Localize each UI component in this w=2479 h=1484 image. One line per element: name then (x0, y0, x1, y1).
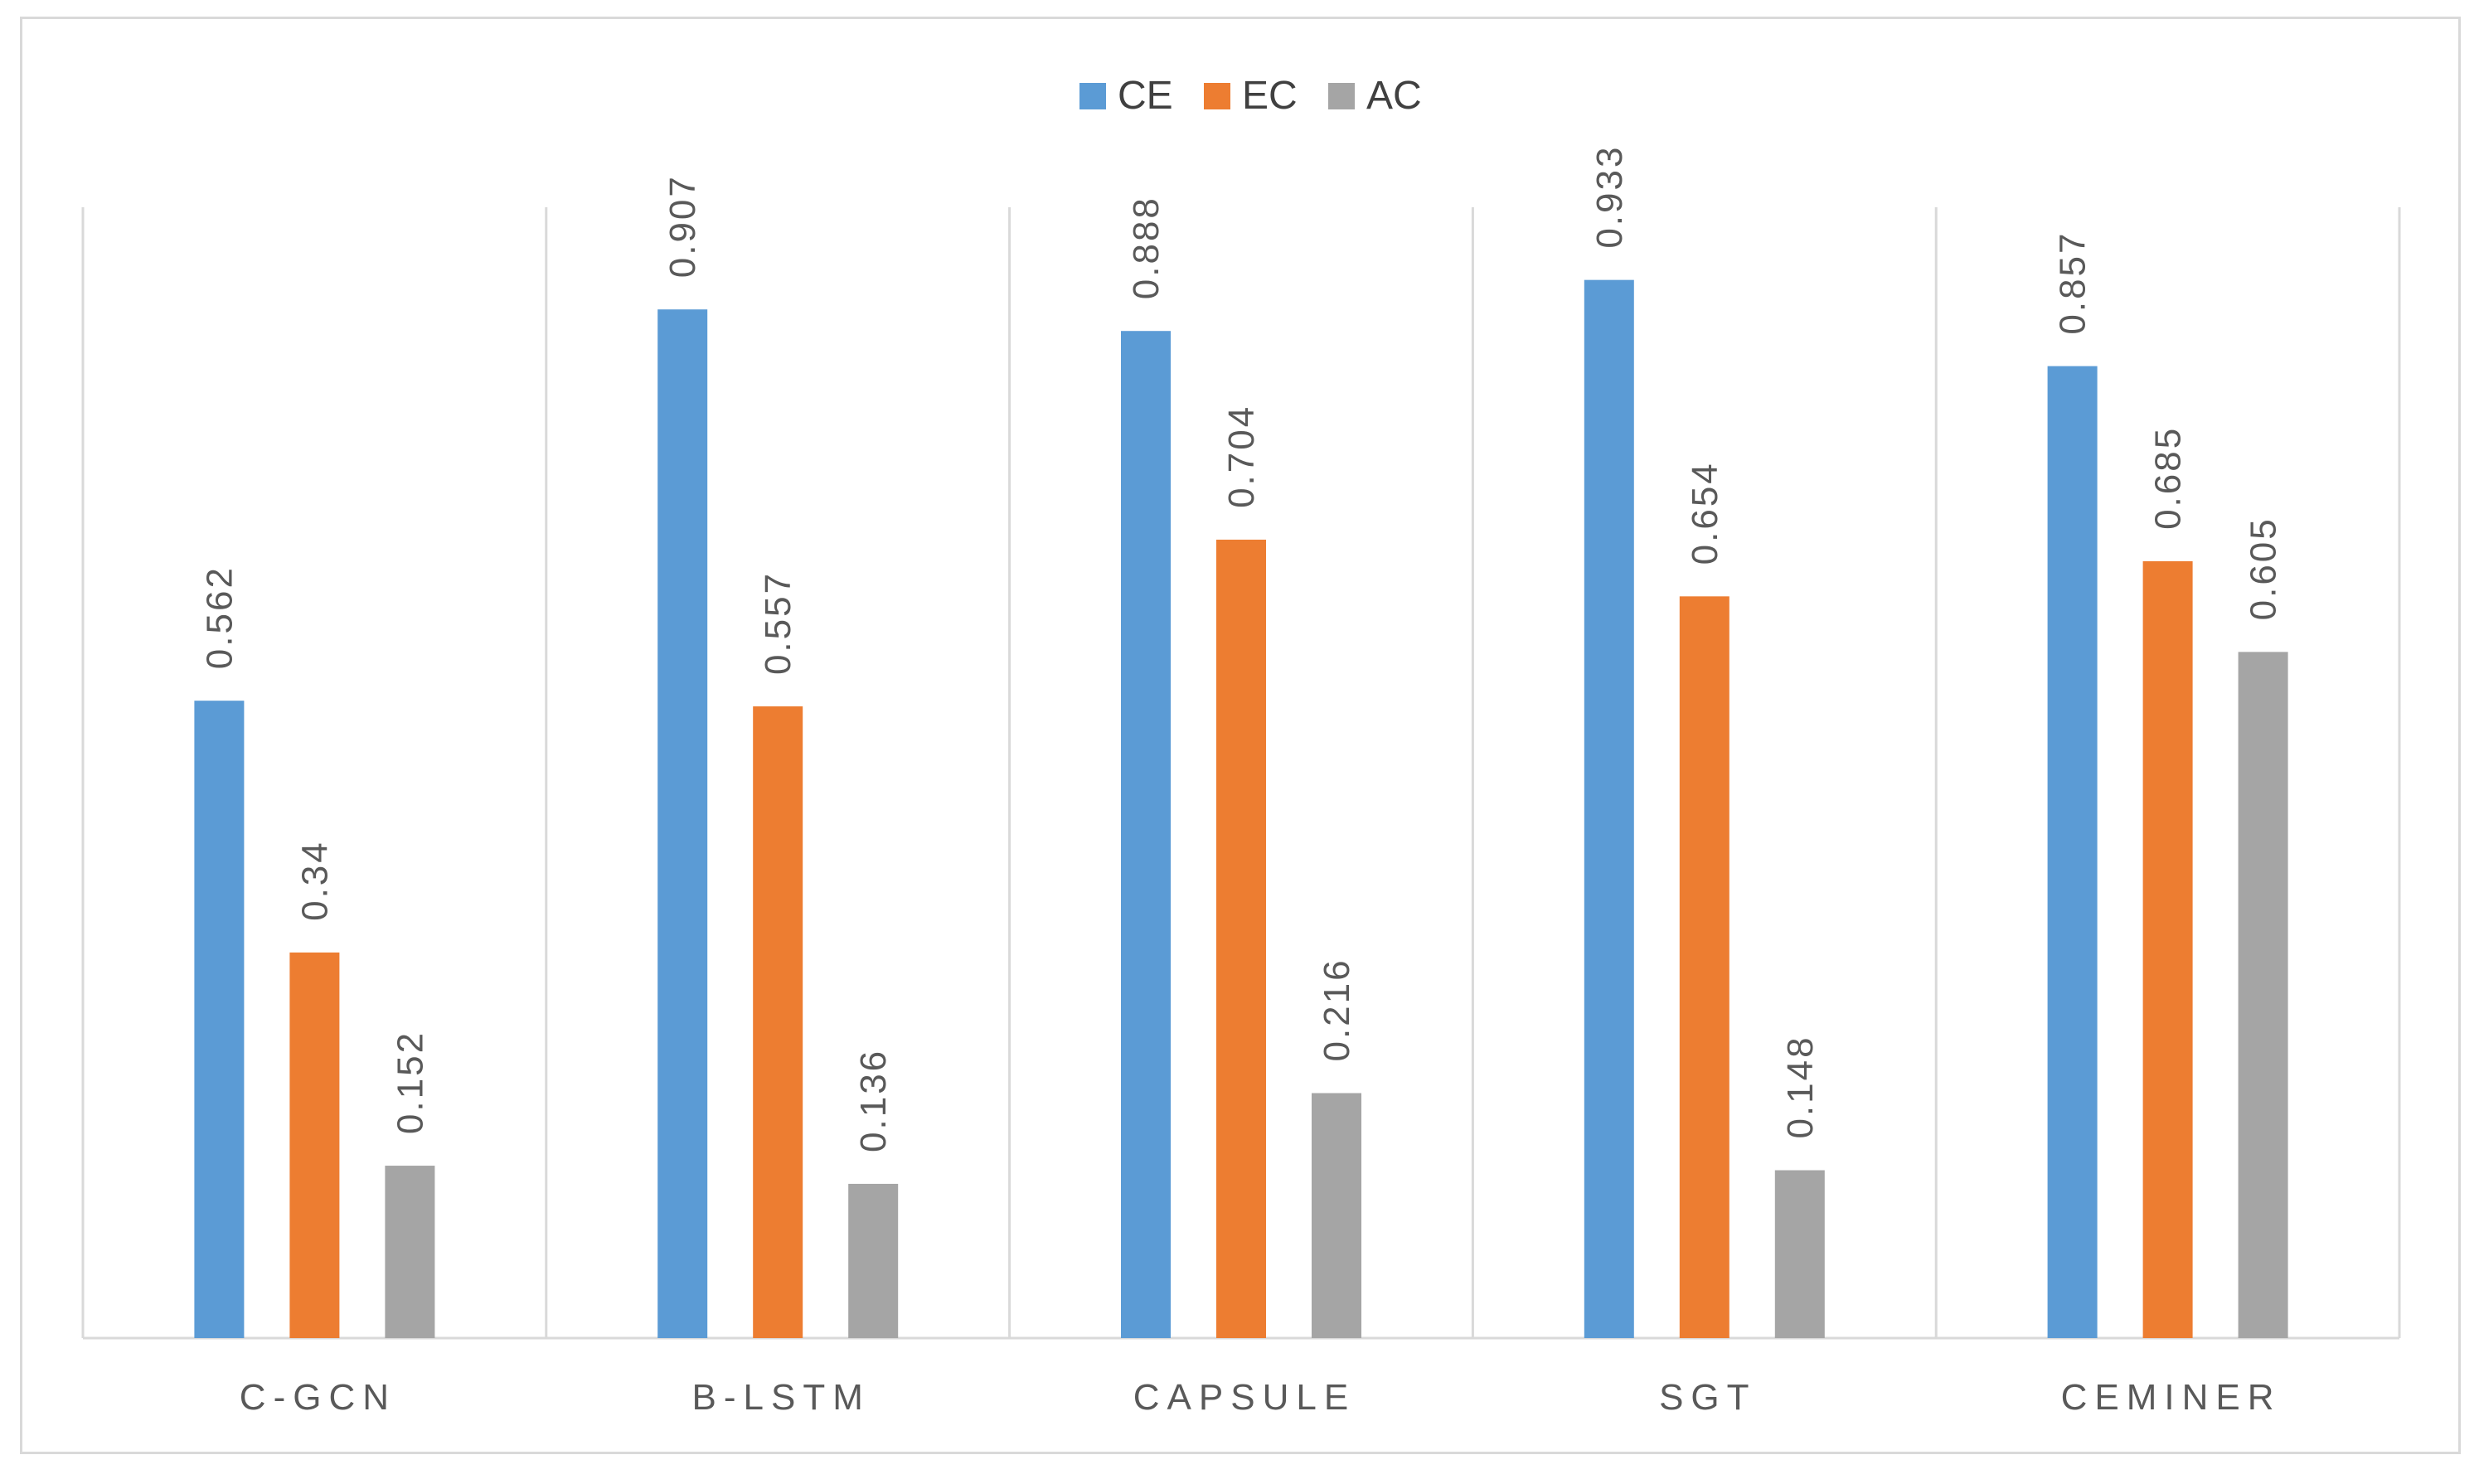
bars (194, 279, 2288, 1338)
bar-ce-ceminer (2047, 366, 2098, 1338)
category-label: CEMINER (2061, 1377, 2282, 1418)
data-label: 0.933 (1589, 145, 1630, 249)
data-label: 0.562 (199, 565, 240, 669)
bar-ac-sgt (1774, 1170, 1825, 1338)
data-label: 0.654 (1685, 461, 1725, 565)
data-label: 0.136 (853, 1049, 894, 1152)
data-label: 0.557 (758, 571, 798, 675)
category-axis-labels: C-GCN B-LSTM CAPSULE SGT CEMINER (240, 1377, 2282, 1418)
data-label: 0.907 (662, 174, 703, 278)
legend: CE EC AC (1079, 74, 1422, 118)
legend-swatch-ac (1328, 83, 1355, 109)
bar-ec-c-gcn (289, 952, 340, 1338)
data-label: 0.704 (1221, 405, 1262, 508)
data-label: 0.152 (390, 1031, 430, 1134)
data-label: 0.216 (1317, 958, 1357, 1061)
data-label: 0.34 (294, 840, 335, 921)
data-label: 0.148 (1780, 1035, 1821, 1138)
bar-ec-b-lstm (753, 706, 803, 1338)
data-label: 0.605 (2244, 516, 2284, 620)
legend-swatch-ec (1204, 83, 1230, 109)
category-label: C-GCN (240, 1377, 396, 1418)
bar-ac-c-gcn (385, 1166, 435, 1338)
bar-ec-capsule (1216, 539, 1266, 1338)
bar-ce-b-lstm (657, 309, 708, 1338)
legend-label-ec: EC (1242, 74, 1298, 118)
legend-label-ac: AC (1366, 74, 1422, 118)
bar-ec-ceminer (2142, 560, 2193, 1338)
category-label: B-LSTM (692, 1377, 871, 1418)
data-label: 0.857 (2053, 231, 2093, 335)
bar-ec-sgt (1679, 596, 1729, 1338)
category-label: CAPSULE (1133, 1377, 1356, 1418)
data-labels: 0.562 0.34 0.152 0.907 0.557 0.136 0.888 0.704 0… (199, 145, 2283, 1152)
data-label: 0.888 (1126, 196, 1167, 299)
bar-ce-c-gcn (194, 701, 245, 1338)
bar-ac-b-lstm (848, 1183, 899, 1338)
bar-ce-capsule (1121, 331, 1171, 1338)
bar-ac-capsule (1312, 1093, 1361, 1338)
bar-ac-ceminer (2238, 652, 2288, 1338)
category-label: SGT (1659, 1377, 1756, 1418)
data-label: 0.685 (2148, 426, 2189, 530)
bar-ce-sgt (1584, 279, 1634, 1338)
legend-swatch-ce (1079, 83, 1106, 109)
legend-label-ce: CE (1118, 74, 1173, 118)
